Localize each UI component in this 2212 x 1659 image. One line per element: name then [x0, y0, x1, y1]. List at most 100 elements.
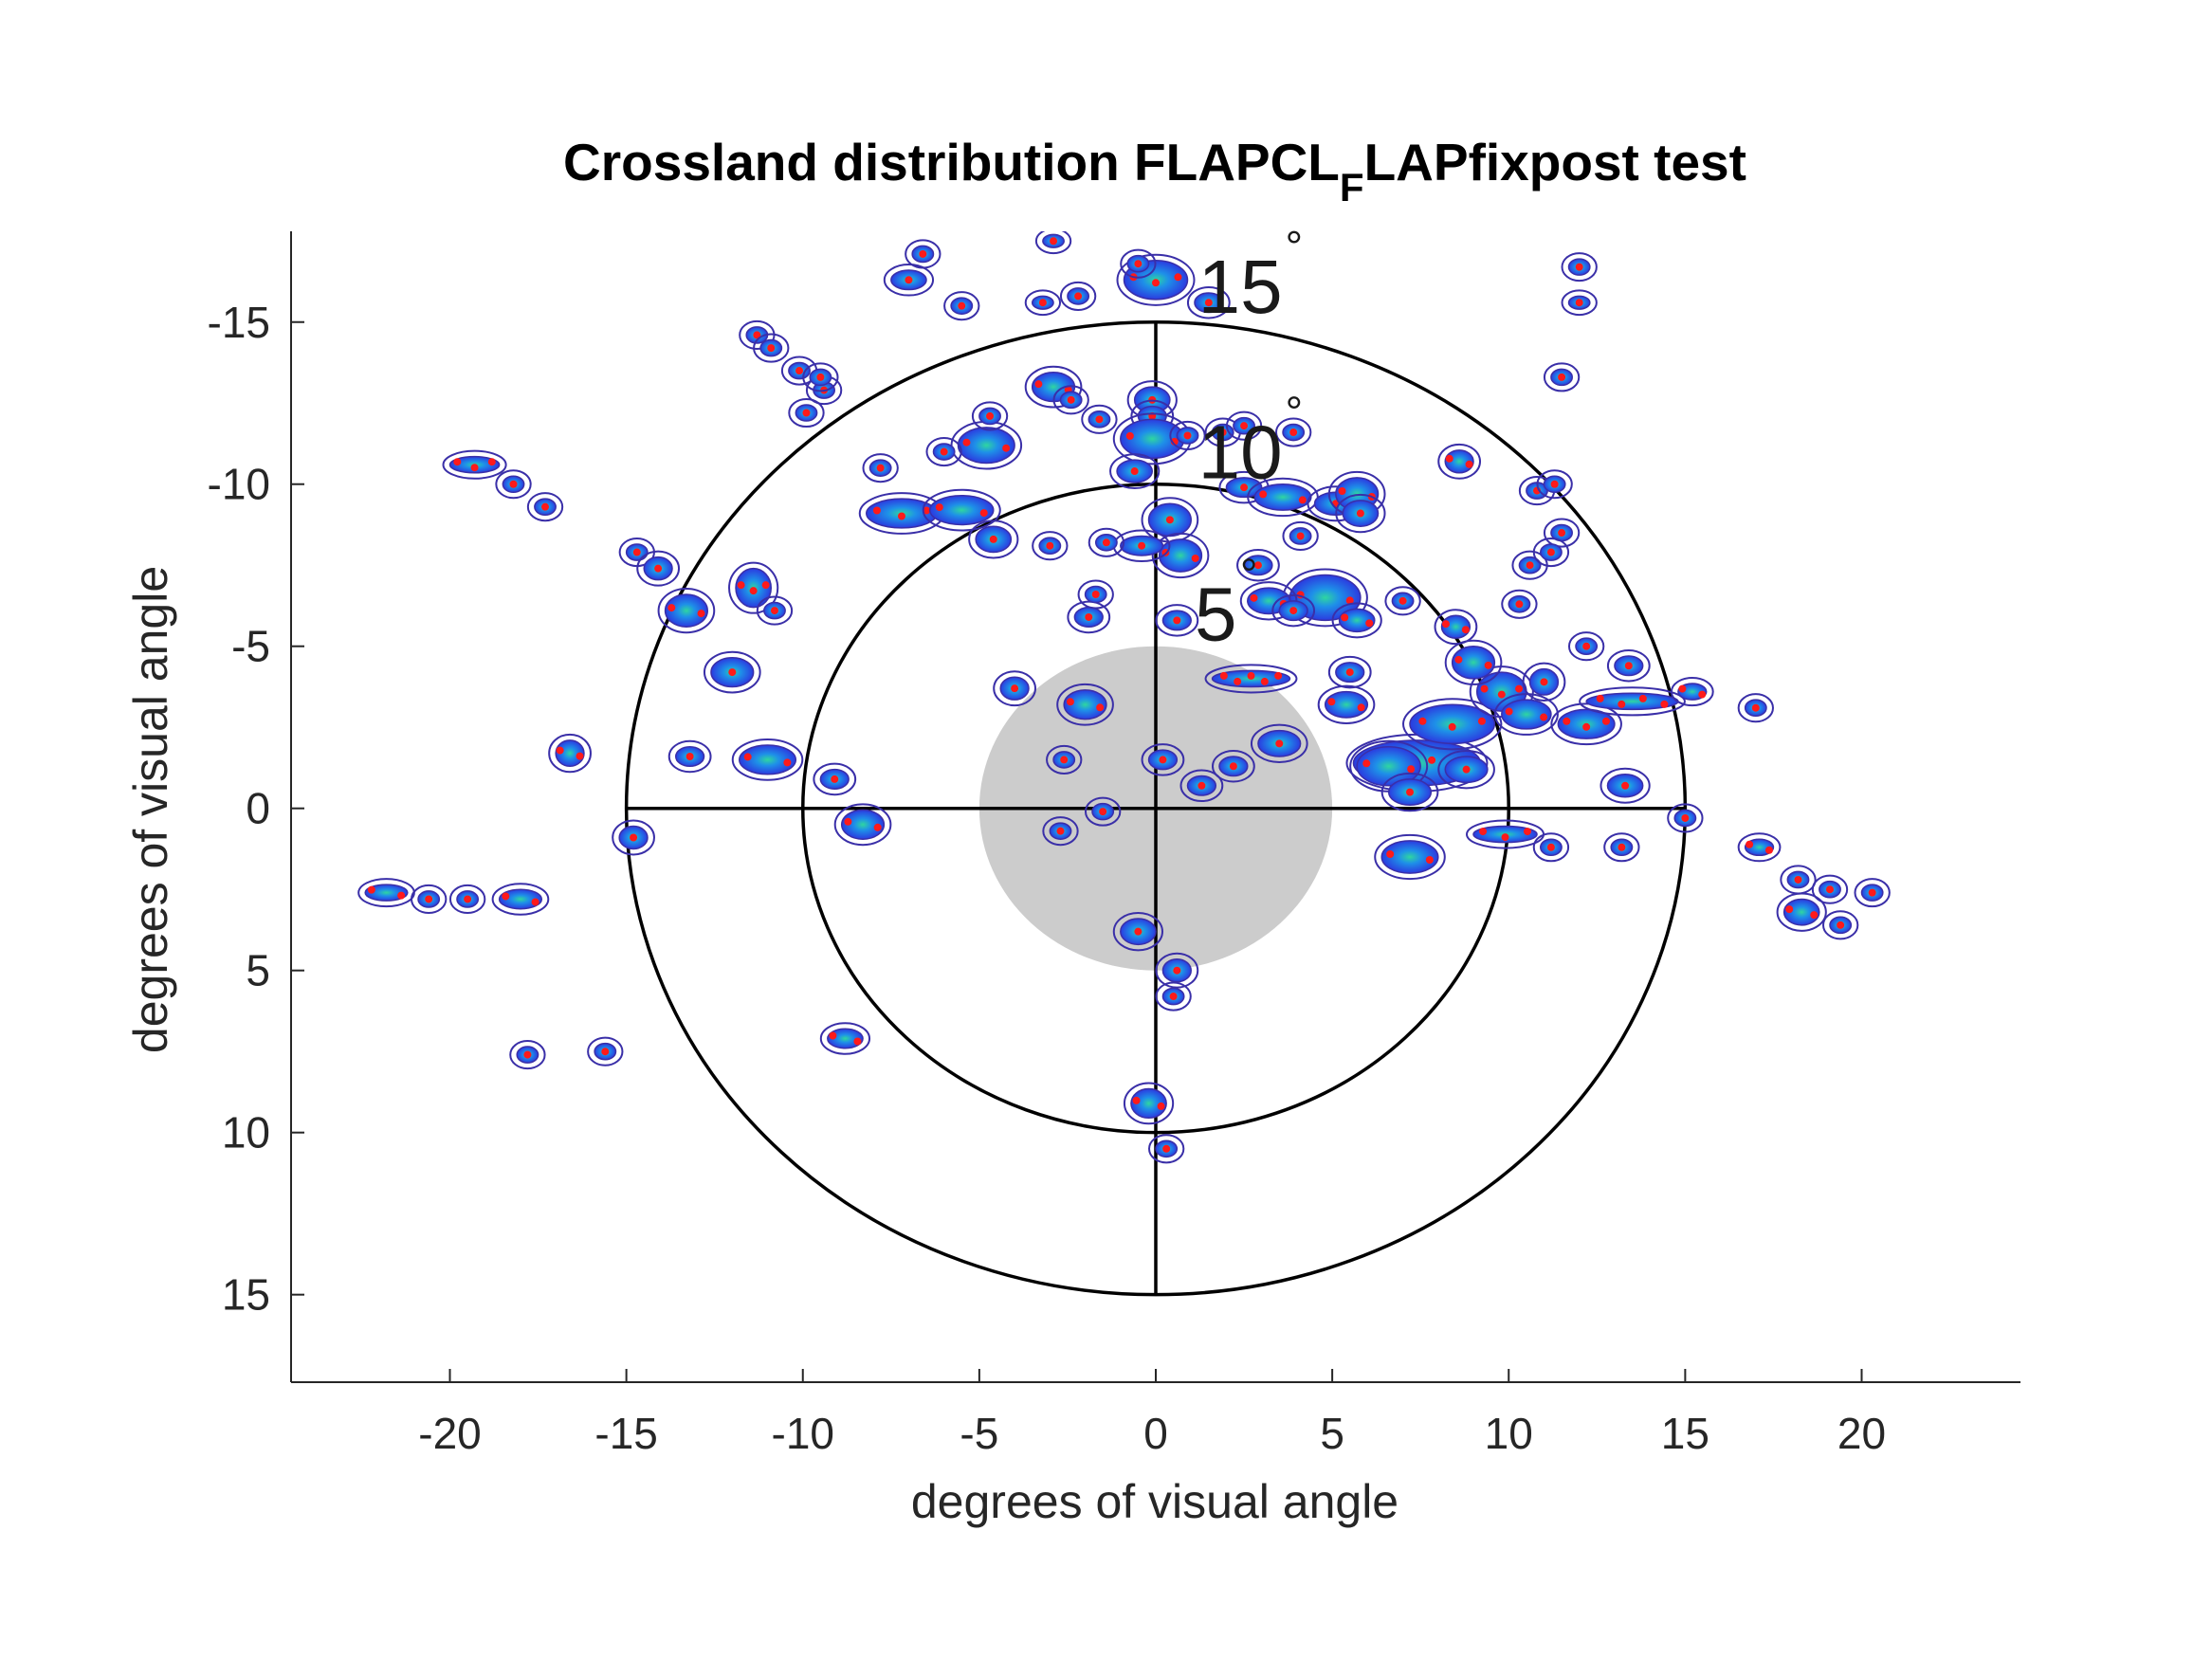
fixation-point — [1582, 642, 1591, 650]
fixation-point — [1746, 840, 1754, 848]
fixation-cluster — [802, 362, 839, 392]
fixation-cluster — [1141, 497, 1199, 543]
fixation-point — [1484, 661, 1492, 669]
fixation-cluster — [753, 333, 790, 363]
contour-outer — [1151, 532, 1210, 579]
fixation-cluster — [1493, 693, 1559, 736]
contour-outer — [753, 333, 790, 363]
contour-fill — [840, 809, 886, 840]
fixation-point — [1365, 619, 1374, 628]
contour-outer — [1327, 655, 1372, 689]
fixation-point — [541, 502, 550, 511]
fixation-point — [1260, 677, 1269, 685]
contour-fill — [555, 739, 585, 768]
fixation-point — [873, 823, 882, 831]
fixation-point — [1234, 677, 1242, 685]
contour-outer — [728, 561, 779, 614]
fixation-point — [1575, 299, 1583, 307]
x-tick-label: 20 — [1837, 1409, 1886, 1458]
fixation-point — [753, 331, 761, 339]
contour-outer — [1434, 609, 1478, 646]
contour-outer — [548, 733, 592, 774]
contour-outer — [1123, 1082, 1175, 1125]
fixation-point — [1501, 833, 1509, 842]
contour-outer — [971, 401, 1009, 431]
fixation-point — [1259, 490, 1268, 499]
fixation-cluster — [1561, 289, 1598, 317]
fixation-point — [1523, 828, 1531, 836]
fixation-cluster — [526, 492, 564, 522]
fixation-cluster — [728, 561, 779, 614]
fixation-point — [502, 892, 510, 901]
degree-symbol: ° — [1286, 388, 1303, 437]
fixation-point — [1060, 756, 1069, 764]
fixation-point — [576, 752, 584, 760]
fixation-point — [1540, 713, 1548, 721]
fixation-point — [1046, 541, 1054, 550]
fixation-cluster — [1543, 362, 1581, 392]
fixation-cluster — [1811, 874, 1849, 904]
fixation-point — [1601, 717, 1610, 725]
fixation-point — [1134, 260, 1143, 268]
fixation-point — [853, 1037, 862, 1046]
fixation-point — [1173, 966, 1181, 975]
fixation-point — [1550, 480, 1559, 488]
fixation-point — [1582, 722, 1591, 731]
contour-outer — [1116, 253, 1196, 306]
fixation-point — [923, 506, 931, 515]
fixation-point — [802, 409, 811, 417]
fixation-point — [1165, 516, 1174, 524]
fixation-cluster — [1169, 420, 1206, 450]
ring-label-5: 5 — [1195, 573, 1237, 657]
contour-outer — [1088, 527, 1125, 557]
fixation-point — [1253, 561, 1262, 570]
fixation-point — [962, 438, 971, 447]
contour-outer — [526, 492, 564, 522]
contour-outer — [802, 362, 839, 392]
fixation-point — [958, 301, 966, 310]
contour-outer — [993, 670, 1036, 707]
fixation-point — [1250, 593, 1258, 602]
fixation-cluster — [813, 762, 857, 796]
fixation-cluster — [1606, 648, 1651, 683]
x-tick-label: 15 — [1661, 1409, 1709, 1458]
contour-outer — [1112, 911, 1163, 952]
contour-outer — [1046, 744, 1083, 775]
fixation-cluster — [1603, 832, 1640, 863]
fixation-density-layer — [357, 231, 1891, 1164]
fixation-point — [1099, 808, 1107, 816]
fixation-point — [1794, 875, 1802, 884]
contour-fill — [1324, 690, 1369, 719]
contour-outer — [1148, 1134, 1185, 1164]
contour-outer — [1236, 548, 1280, 582]
fixation-point — [979, 509, 988, 518]
fixation-cluster — [1271, 593, 1316, 628]
fixation-cluster — [1212, 749, 1255, 783]
fixation-cluster — [1437, 443, 1482, 480]
fixation-point — [1624, 662, 1633, 670]
fixation-point — [1002, 444, 1011, 452]
fixation-cluster — [1532, 832, 1570, 863]
fixation-point — [1465, 460, 1473, 468]
fixation-point — [1546, 548, 1555, 556]
contour-outer — [587, 1036, 624, 1066]
contour-fill — [1356, 745, 1421, 787]
fixation-point — [743, 753, 752, 761]
fixation-cluster — [925, 436, 962, 467]
fixation-cluster — [1186, 285, 1231, 319]
fixation-point — [1515, 684, 1524, 693]
fixation-cluster — [491, 883, 550, 916]
fixation-cluster — [1148, 1134, 1185, 1164]
fixation-point — [1477, 717, 1486, 725]
contour-outer — [411, 884, 448, 915]
contour-outer — [922, 488, 1001, 532]
fixation-cluster — [448, 884, 486, 915]
fixation-cluster — [731, 738, 804, 781]
fixation-point — [1356, 509, 1364, 518]
fixation-point — [1298, 496, 1307, 504]
fixation-point — [1134, 927, 1143, 936]
contour-outer — [1155, 604, 1199, 637]
contour-outer — [1811, 874, 1849, 904]
fixation-point — [1240, 422, 1249, 430]
contour-outer — [1032, 531, 1069, 561]
